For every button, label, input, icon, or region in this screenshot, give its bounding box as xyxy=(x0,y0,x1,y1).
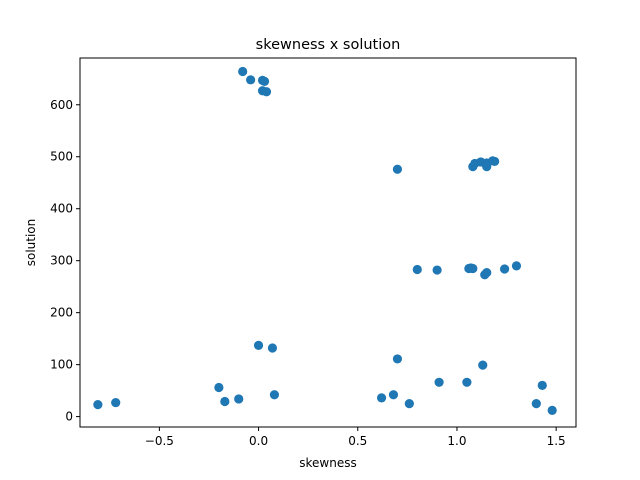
data-point xyxy=(537,380,547,391)
data-point xyxy=(404,399,414,409)
x-tick-label: 0.5 xyxy=(348,434,367,448)
data-point xyxy=(434,377,444,387)
data-point xyxy=(269,390,280,400)
data-point xyxy=(482,268,492,278)
y-tick-label: 200 xyxy=(50,306,73,320)
data-point xyxy=(511,261,522,271)
data-point xyxy=(376,393,387,403)
x-tick-label: 1.5 xyxy=(547,434,566,448)
data-point xyxy=(261,87,272,97)
data-point xyxy=(490,156,500,167)
y-tick-label: 0 xyxy=(65,410,73,424)
x-axis-title: skewness xyxy=(299,456,356,470)
data-point xyxy=(246,75,256,85)
data-point xyxy=(547,405,557,415)
chart-title: skewness x solution xyxy=(256,37,401,53)
data-point xyxy=(531,399,541,409)
y-tick-label: 400 xyxy=(50,202,73,216)
data-point xyxy=(432,265,442,275)
y-tick-label: 500 xyxy=(50,150,73,164)
data-point xyxy=(238,66,248,77)
data-point xyxy=(93,400,103,410)
data-point xyxy=(478,360,488,370)
data-point xyxy=(253,340,264,350)
x-axis: −0.5 0.0 0.5 1.0 1.5 xyxy=(145,427,566,448)
y-tick-label: 100 xyxy=(50,358,73,372)
x-tick-label: 0.0 xyxy=(249,434,268,448)
points-layer xyxy=(93,66,557,415)
data-point xyxy=(267,343,278,353)
data-point xyxy=(462,377,472,387)
y-tick-label: 600 xyxy=(50,98,73,112)
y-tick-label: 300 xyxy=(50,254,73,268)
data-point xyxy=(111,397,121,408)
data-point xyxy=(234,394,244,404)
data-point xyxy=(412,264,422,275)
data-point xyxy=(468,263,478,274)
x-tick-label: −0.5 xyxy=(145,434,174,448)
y-axis: 0 100 200 300 400 500 600 xyxy=(50,98,80,424)
data-point xyxy=(392,354,403,364)
y-axis-title: solution xyxy=(24,219,38,267)
plot-frame xyxy=(79,57,577,428)
data-point xyxy=(499,264,510,274)
x-tick-label: 1.0 xyxy=(447,434,466,448)
data-point xyxy=(220,396,230,407)
data-point xyxy=(214,382,224,393)
data-point xyxy=(259,76,270,86)
data-point xyxy=(388,390,399,400)
data-point xyxy=(482,162,492,172)
data-point xyxy=(392,164,403,174)
